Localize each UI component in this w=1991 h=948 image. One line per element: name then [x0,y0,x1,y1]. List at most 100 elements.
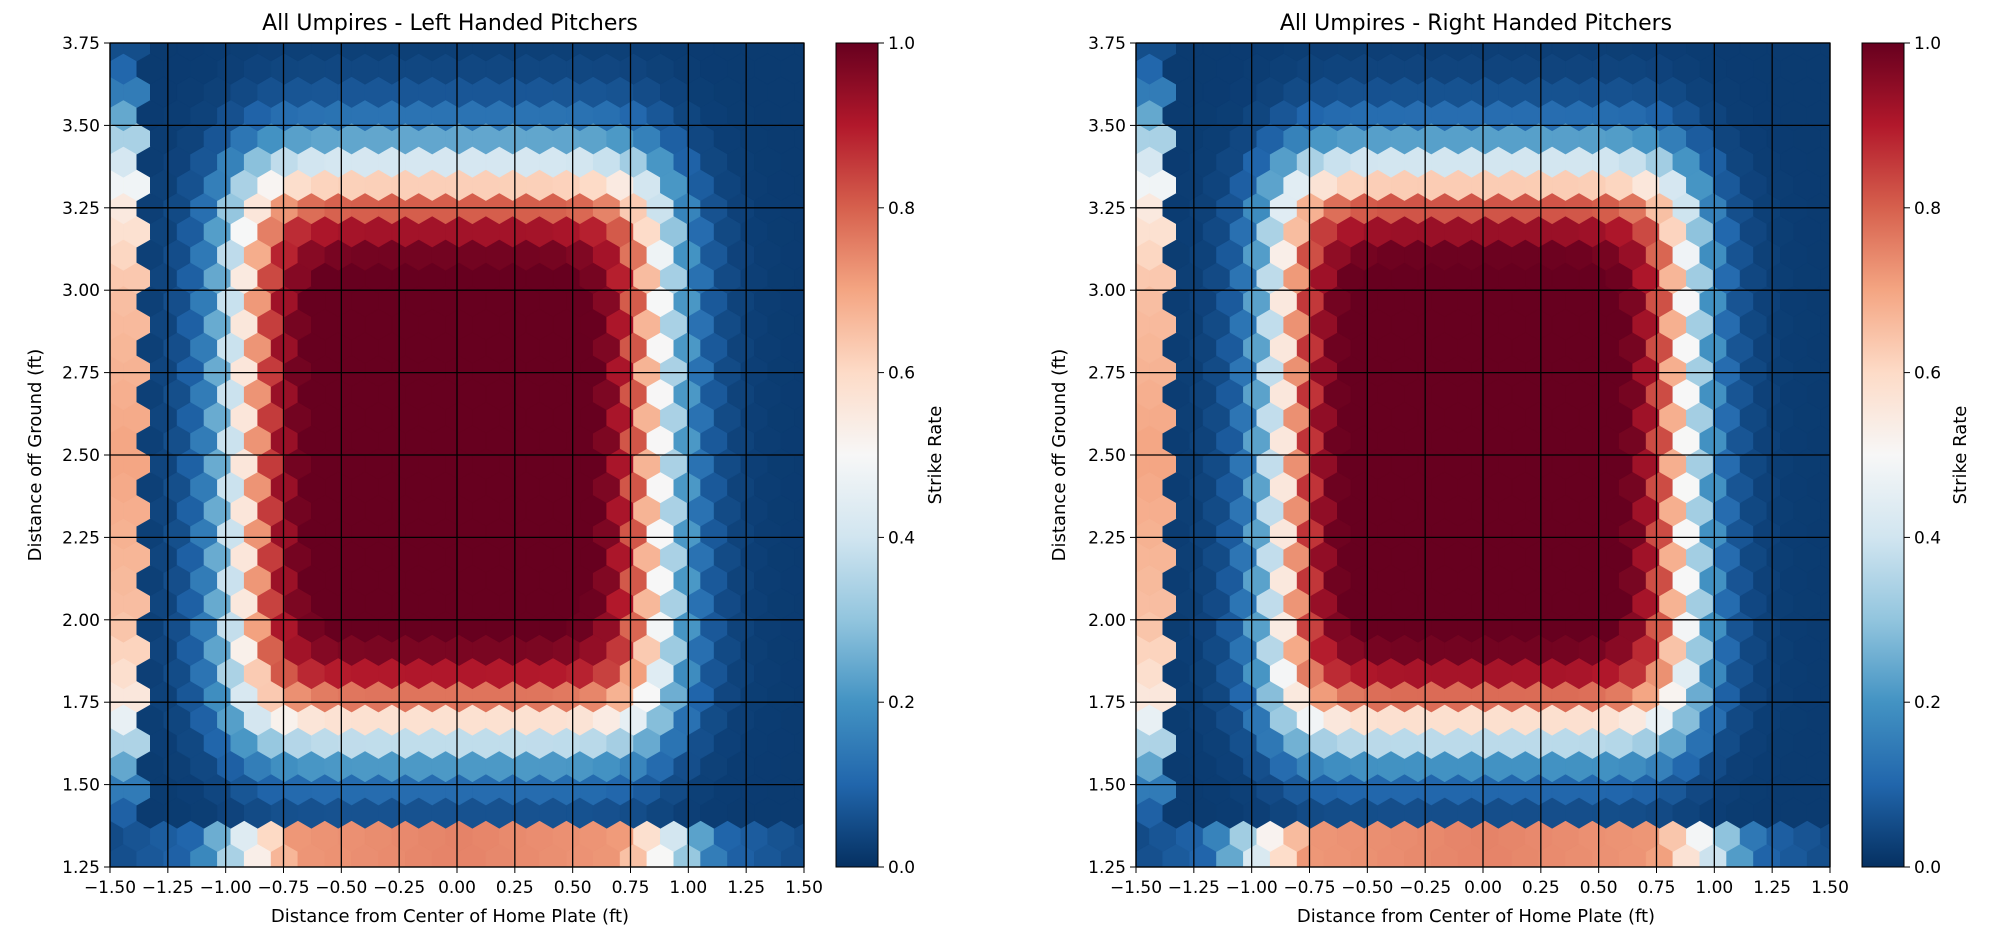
x-axis-label: Distance from Center of Home Plate (ft) [1297,906,1655,927]
hexbin-cell [1834,53,1861,84]
hexbin-cell [284,43,312,62]
x-tick-label: −0.75 [1283,878,1335,898]
y-tick-label: 3.75 [1088,34,1126,54]
hexbin-cell [364,43,393,62]
x-tick-label: −1.25 [1168,878,1220,898]
hexbin-cell [257,43,285,62]
x-axis-ticks: −1.50 −1.25 −1.00 −0.75 −0.50 −0.25 0.00 0.25 0.… [1110,867,1849,898]
y-tick-label: 1.75 [1088,693,1126,713]
x-tick-label: −0.25 [1399,878,1451,898]
hexbin-cell [1136,43,1150,62]
hexbin-cell [633,43,661,62]
hexbin-cell [1834,146,1861,177]
hexbin-cell [110,572,111,589]
hexbin-cell [1136,572,1137,589]
y-tick-label: 2.00 [62,611,100,631]
hexbin-plot [70,42,835,875]
hexbin-cell [808,425,835,456]
hexbin-cell [1096,495,1123,526]
hexbin-cell [1834,379,1861,410]
hexbin-cell [70,402,97,433]
x-tick-label: −1.25 [142,878,194,898]
hexbin-cell [740,43,769,62]
hexbin-cell [1793,43,1821,62]
hexbin-cell [1834,751,1861,782]
hexbin-cell [1659,43,1687,62]
hexbin-cell [1136,60,1137,77]
x-tick-label: −1.50 [84,878,136,898]
x-tick-label: 0.25 [1522,878,1560,898]
y-tick-label: 3.25 [1088,199,1126,219]
hexbin-cell [808,332,835,363]
hexbin-cell [1834,844,1861,875]
hexbin-cell [808,146,835,177]
hexbin-cell [1337,43,1365,62]
hexbin-cell [1834,611,1861,642]
x-tick-label: −1.00 [200,878,252,898]
y-tick-label: 3.00 [1088,281,1126,301]
hexbin-cell [110,246,111,263]
x-tick-label: −1.00 [1226,878,1278,898]
hexbin-cell [1229,43,1258,62]
hexbin-cell [418,43,446,62]
hexbin-cell [579,43,608,62]
hexbin-cell [123,43,151,62]
hexbin-cell [1136,804,1137,821]
hexbin-cell [70,309,97,340]
x-tick-label: −0.25 [373,878,425,898]
hexbin-cell [808,472,835,503]
hexbin-cell [1096,821,1123,852]
hexbin-cell [203,43,232,62]
x-tick-label: 1.25 [727,878,765,898]
colorbar-tick-label: 0.0 [888,858,915,878]
hexbin-cell [1834,100,1861,131]
hexbin-cell [70,170,97,201]
hexbin-cell [1136,479,1137,496]
colorbar-tick-label: 0.2 [1914,693,1941,713]
colorbar-tick-label: 0.8 [888,199,915,219]
hexbin-cell [808,844,835,875]
y-tick-label: 2.75 [1088,364,1126,384]
y-tick-label: 2.00 [1088,611,1126,631]
hexbin-cell [1096,635,1123,666]
hexbin-cell [1632,43,1660,62]
y-axis-label: Distance off Ground (ft) [1049,349,1070,562]
x-axis-label: Distance from Center of Home Plate (ft) [271,906,629,927]
chart-right-handed: All Umpires - Right Handed Pitchers −1.5… [1049,11,1971,927]
x-tick-label: 0.50 [1580,878,1618,898]
colorbar-label: Strike Rate [1950,406,1971,505]
hexbin-cell [1096,77,1123,108]
hexbin-cell [70,821,97,852]
hexbin-cell [70,635,97,666]
y-tick-label: 1.50 [62,776,100,796]
hexbin-cell [337,43,366,62]
hexbin-cell [808,797,835,828]
hexbin-cell [525,43,554,62]
y-tick-label: 2.75 [62,364,100,384]
hexbin-cell [808,611,835,642]
hexbin-cell [713,43,742,62]
hexbin-cell [1176,43,1204,62]
y-axis-label: Distance off Ground (ft) [25,349,46,562]
x-tick-label: 1.50 [1811,878,1849,898]
hexbin-cell [1834,239,1861,270]
hexbin-cell [1136,339,1137,356]
colorbar-tick-label: 1.0 [1914,34,1941,54]
chart-left-handed: All Umpires - Left Handed Pitchers −1.50… [25,11,946,927]
hexbin-cell [808,565,835,596]
y-tick-label: 3.00 [62,281,100,301]
hexbin-cell [1096,170,1123,201]
hexbin-cell [1096,216,1123,247]
hexbin-cell [1834,518,1861,549]
x-tick-label: 0.00 [1464,878,1502,898]
hexbin-cell [1096,402,1123,433]
hexbin-cell [1834,332,1861,363]
y-tick-label: 2.50 [62,446,100,466]
x-tick-label: −0.50 [315,878,367,898]
hexbin-cell [808,379,835,410]
colorbar [835,42,879,868]
hexbin-cell [110,479,111,496]
colorbar-label: Strike Rate [925,406,946,505]
hexbin-cell [1498,43,1526,62]
hexbin-cell [808,704,835,735]
